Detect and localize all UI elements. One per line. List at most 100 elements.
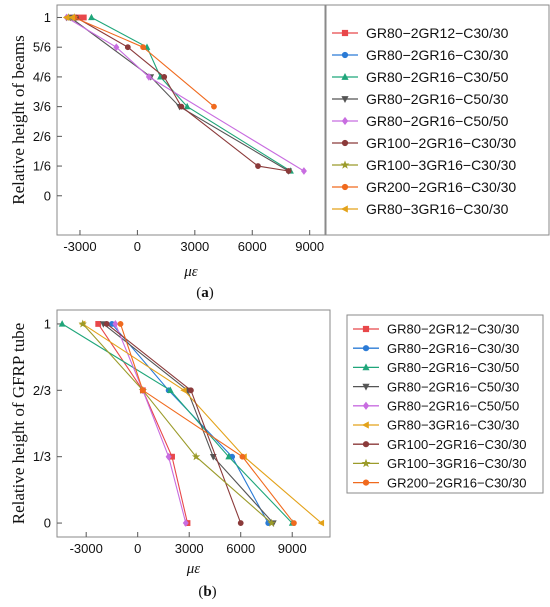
- legend-item: GR200−2GR16−C30/30: [353, 475, 526, 490]
- panel-caption-letter: a: [201, 285, 209, 301]
- legend-label: GR100−2GR16−C30/30: [366, 135, 516, 151]
- legend-frame: [346, 314, 544, 494]
- data-point: [112, 320, 119, 328]
- x-tick-label: 3000: [180, 239, 209, 254]
- series-6: [73, 14, 292, 174]
- legend-swatch-marker: [341, 29, 349, 37]
- series-3: [58, 320, 296, 526]
- data-point: [78, 319, 87, 328]
- series-5: [63, 13, 307, 175]
- legend-swatch-marker: [341, 72, 349, 80]
- data-point: [255, 163, 261, 169]
- data-point: [140, 44, 147, 51]
- x-tick-label: 3000: [175, 541, 204, 556]
- legend-item: GR80−2GR16−C50/50: [332, 113, 509, 129]
- legend: GR80−2GR12−C30/30 GR80−2GR16−C30/30 GR80−2…: [346, 314, 544, 494]
- series-6: [78, 320, 325, 527]
- legend-item: GR80−2GR16−C30/30: [332, 47, 509, 63]
- legend-swatch-marker: [361, 458, 371, 468]
- legend-swatch-marker: [362, 345, 370, 352]
- panel-caption: (b): [198, 584, 216, 600]
- series-2: [109, 321, 272, 526]
- series-line: [61, 323, 293, 524]
- x-tick-label: 0: [134, 541, 141, 556]
- series-line: [82, 323, 272, 524]
- x-tick-label: 9000: [278, 541, 307, 556]
- legend-item: GR100−2GR16−C30/30: [353, 437, 526, 452]
- legend-swatch-marker: [341, 183, 349, 191]
- legend-swatch-marker: [362, 363, 370, 371]
- y-tick-label: 5/6: [33, 40, 51, 55]
- legend-label: GR100−3GR16−C30/30: [387, 456, 526, 471]
- plot-area-frame: [56, 4, 326, 236]
- series-3: [88, 13, 294, 174]
- legend-item: GR80−2GR12−C30/30: [332, 25, 509, 41]
- series-7: [103, 321, 244, 526]
- y-tick-label: 3/6: [33, 99, 51, 114]
- data-point: [95, 321, 102, 327]
- legend-swatch-marker: [341, 51, 349, 59]
- data-point: [117, 321, 124, 327]
- data-point: [183, 102, 191, 110]
- x-tick-label: 0: [134, 239, 141, 254]
- y-tick-label: 2/6: [33, 129, 51, 144]
- x-tick-label: -3000: [70, 541, 103, 556]
- data-point: [191, 452, 201, 461]
- series-line: [119, 323, 295, 524]
- data-point: [225, 452, 233, 460]
- data-point: [239, 453, 246, 460]
- data-point: [139, 387, 146, 394]
- legend-item: GR80−2GR16−C50/30: [332, 91, 509, 107]
- legend-swatch-marker: [340, 205, 348, 213]
- data-point: [285, 168, 292, 174]
- data-point: [211, 103, 217, 110]
- data-point: [300, 167, 307, 175]
- series-line: [114, 323, 187, 524]
- legend-item: GR100−2GR16−C30/30: [332, 135, 516, 151]
- data-point: [178, 103, 185, 110]
- legend-label: GR80−2GR12−C30/30: [387, 322, 519, 337]
- legend-label: GR100−3GR16−C30/30: [366, 157, 516, 173]
- legend-swatch-marker: [341, 116, 349, 126]
- legend-label: GR100−2GR16−C30/30: [387, 437, 526, 452]
- series-line: [91, 17, 291, 172]
- legend-swatch-marker: [362, 383, 370, 391]
- legend-swatch-marker: [362, 479, 370, 486]
- legend-swatch-marker: [362, 325, 370, 333]
- series-9: [117, 321, 297, 526]
- data-point: [180, 386, 187, 394]
- legend: GR80−2GR12−C30/30 GR80−2GR16−C30/30 GR80−2…: [325, 4, 550, 236]
- series-line: [106, 323, 242, 524]
- data-point: [209, 454, 217, 461]
- legend-swatch-marker: [341, 139, 349, 147]
- legend-swatch-marker: [341, 96, 349, 104]
- legend-label: GR80−2GR16−C30/50: [387, 360, 519, 375]
- panel-b: 0 1/3 2/3 1 -3000 0 3000 6000 9000 Relative heigh…: [9, 309, 544, 600]
- series-line: [97, 323, 189, 524]
- x-tick-label: 6000: [226, 541, 255, 556]
- data-point: [88, 13, 95, 21]
- y-axis-label: Relative height of GFRP tube: [9, 323, 28, 524]
- data-point: [80, 14, 87, 21]
- legend-item: GR80−2GR16−C30/50: [332, 69, 509, 85]
- legend-item: GR80−2GR16−C30/30: [353, 341, 519, 356]
- y-tick-label: 1: [44, 10, 51, 25]
- data-point: [124, 44, 131, 51]
- legend-item: GR100−3GR16−C30/30: [353, 456, 526, 471]
- data-point: [58, 320, 66, 327]
- plot-area-frame: [56, 309, 331, 538]
- legend-item: GR80−2GR12−C30/30: [353, 322, 519, 337]
- legend-label: GR80−2GR16−C30/50: [366, 69, 509, 85]
- y-tick-label: 1/3: [33, 449, 51, 464]
- x-tick-label: 6000: [238, 239, 267, 254]
- legend-label: GR80−2GR16−C50/30: [366, 91, 509, 107]
- y-tick-label: 1: [44, 316, 51, 331]
- legend-item: GR80−3GR16−C30/30: [353, 418, 519, 433]
- series-line: [82, 323, 322, 524]
- panel-a: 0 1/6 2/6 3/6 4/6 5/6 1 -3000 0 3000 6000 9000 Relat…: [9, 4, 550, 301]
- series-line: [66, 17, 305, 172]
- legend-label: GR80−2GR16−C30/30: [387, 341, 519, 356]
- legend-label: GR80−2GR16−C50/50: [387, 398, 519, 413]
- y-tick-label: 0: [44, 516, 51, 531]
- legend-label: GR80−3GR16−C30/30: [366, 201, 509, 217]
